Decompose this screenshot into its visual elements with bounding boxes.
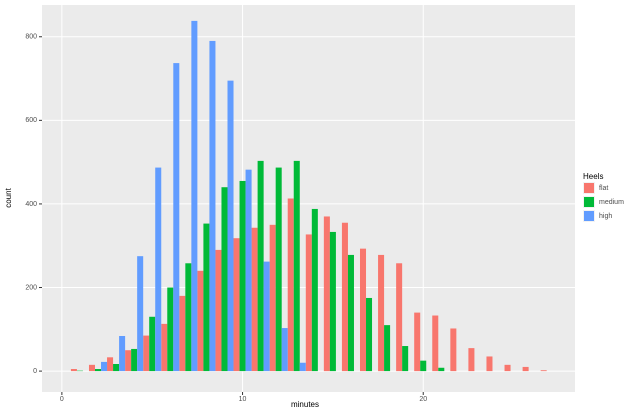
y-tick-label: 800 (25, 34, 37, 41)
bar (414, 312, 421, 372)
bar (402, 346, 409, 372)
bar (179, 295, 186, 372)
bar (119, 335, 126, 372)
bar (149, 316, 156, 372)
bar (263, 261, 270, 372)
bar (101, 361, 108, 372)
legend-swatch (584, 211, 594, 221)
bar (137, 256, 144, 372)
bar (432, 315, 439, 372)
bar (359, 248, 367, 372)
bar (299, 362, 306, 372)
bar (366, 297, 373, 372)
bar (233, 238, 240, 372)
legend-label: flat (599, 185, 608, 192)
bar (94, 369, 102, 372)
legend-swatch (584, 183, 594, 193)
bar (468, 348, 475, 372)
bar (125, 350, 132, 372)
bar (245, 169, 252, 372)
bar (504, 364, 511, 372)
x-axis-title: minutes (291, 400, 319, 409)
bar (88, 364, 95, 372)
bar (323, 216, 330, 372)
bar (221, 187, 228, 372)
bar (251, 227, 258, 372)
bar (311, 208, 318, 372)
bar (384, 325, 391, 372)
bar (239, 180, 246, 372)
bar (420, 360, 427, 372)
bar (70, 369, 77, 372)
bar (257, 160, 264, 372)
bar (378, 254, 385, 372)
bar (161, 323, 168, 372)
bar (197, 270, 204, 372)
bar (269, 224, 276, 372)
bar (450, 328, 457, 372)
y-tick-label: 400 (25, 201, 37, 208)
bar (131, 348, 138, 372)
bar (305, 234, 312, 372)
bar (227, 80, 234, 372)
bar (438, 367, 445, 372)
bar (293, 160, 300, 372)
y-axis-title: count (4, 187, 13, 207)
y-tick-label: 200 (25, 284, 37, 291)
bar (191, 20, 198, 372)
bar (173, 63, 180, 372)
x-tick-label: 10 (239, 396, 247, 403)
bar (143, 335, 150, 372)
bar (215, 249, 222, 372)
bar (486, 356, 493, 372)
bar (347, 254, 354, 372)
legend-swatch (584, 197, 594, 207)
bar (167, 287, 174, 372)
bar (281, 328, 288, 372)
bar (203, 223, 210, 372)
y-tick-label: 0 (33, 368, 37, 375)
bar (209, 40, 216, 372)
bar (540, 370, 547, 372)
bar (522, 366, 529, 372)
legend-label: high (599, 213, 612, 220)
bar (107, 357, 114, 372)
x-tick-label: 0 (60, 396, 64, 403)
bar (341, 222, 348, 372)
x-tick-label: 20 (419, 396, 427, 403)
bar (287, 198, 294, 372)
y-tick-label: 600 (25, 117, 37, 124)
bar (185, 263, 192, 372)
bar (155, 167, 162, 372)
legend-label: medium (599, 199, 624, 206)
bar (275, 167, 282, 372)
bar (113, 363, 120, 372)
bar (329, 231, 336, 372)
legend-title: Heels (583, 172, 603, 181)
bar (396, 263, 403, 372)
